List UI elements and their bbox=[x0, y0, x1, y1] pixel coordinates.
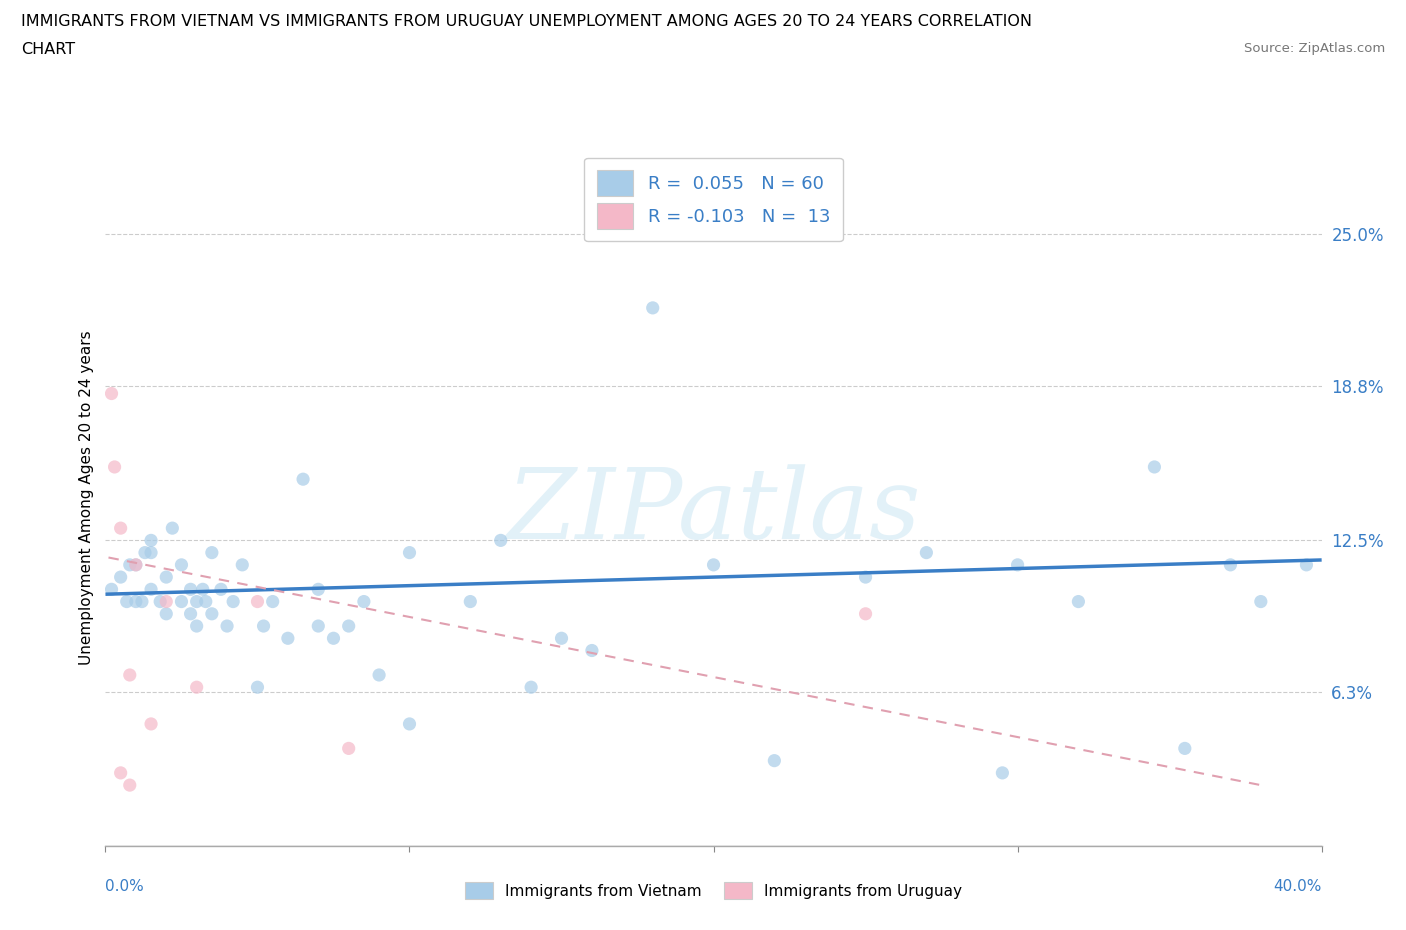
Point bbox=[110, 521, 132, 536]
Point bbox=[246, 680, 269, 695]
Point bbox=[100, 386, 122, 401]
Point bbox=[118, 668, 141, 683]
Point bbox=[125, 557, 148, 572]
Point bbox=[125, 594, 148, 609]
Point bbox=[217, 618, 239, 633]
Point bbox=[322, 631, 344, 645]
Point bbox=[131, 594, 153, 609]
Point bbox=[110, 570, 132, 585]
Point bbox=[139, 545, 162, 560]
Point bbox=[110, 765, 132, 780]
Text: IMMIGRANTS FROM VIETNAM VS IMMIGRANTS FROM URUGUAY UNEMPLOYMENT AMONG AGES 20 TO: IMMIGRANTS FROM VIETNAM VS IMMIGRANTS FR… bbox=[21, 14, 1032, 29]
Point bbox=[855, 570, 877, 585]
Point bbox=[855, 606, 877, 621]
Point bbox=[149, 594, 172, 609]
Point bbox=[170, 557, 193, 572]
Point bbox=[277, 631, 299, 645]
Point bbox=[115, 594, 138, 609]
Point bbox=[1007, 557, 1029, 572]
Point bbox=[139, 533, 162, 548]
Point bbox=[398, 716, 420, 731]
Text: ZIPatlas: ZIPatlas bbox=[506, 464, 921, 559]
Point bbox=[246, 594, 269, 609]
Point bbox=[180, 606, 202, 621]
Point bbox=[641, 300, 664, 315]
Point bbox=[155, 606, 177, 621]
Point bbox=[763, 753, 786, 768]
Point bbox=[155, 594, 177, 609]
Text: Source: ZipAtlas.com: Source: ZipAtlas.com bbox=[1244, 42, 1385, 55]
Point bbox=[337, 741, 360, 756]
Point bbox=[222, 594, 245, 609]
Point bbox=[155, 570, 177, 585]
Point bbox=[1067, 594, 1090, 609]
Point bbox=[1143, 459, 1166, 474]
Point bbox=[201, 545, 224, 560]
Point bbox=[125, 557, 148, 572]
Point bbox=[134, 545, 156, 560]
Point bbox=[307, 582, 329, 597]
Point bbox=[368, 668, 391, 683]
Point bbox=[353, 594, 375, 609]
Text: 0.0%: 0.0% bbox=[105, 879, 145, 894]
Point bbox=[292, 472, 315, 486]
Point bbox=[103, 459, 125, 474]
Point bbox=[100, 582, 122, 597]
Point bbox=[458, 594, 481, 609]
Point bbox=[162, 521, 184, 536]
Point bbox=[180, 582, 202, 597]
Point bbox=[307, 618, 329, 633]
Point bbox=[209, 582, 232, 597]
Point bbox=[118, 557, 141, 572]
Point bbox=[118, 777, 141, 792]
Point bbox=[520, 680, 543, 695]
Point bbox=[398, 545, 420, 560]
Point bbox=[186, 680, 208, 695]
Point bbox=[139, 716, 162, 731]
Point bbox=[186, 594, 208, 609]
Point bbox=[194, 594, 217, 609]
Point bbox=[186, 618, 208, 633]
Text: CHART: CHART bbox=[21, 42, 75, 57]
Point bbox=[191, 582, 214, 597]
Point bbox=[252, 618, 274, 633]
Point bbox=[262, 594, 284, 609]
Point bbox=[581, 643, 603, 658]
Y-axis label: Unemployment Among Ages 20 to 24 years: Unemployment Among Ages 20 to 24 years bbox=[79, 330, 94, 665]
Point bbox=[1219, 557, 1241, 572]
Text: 40.0%: 40.0% bbox=[1274, 879, 1322, 894]
Point bbox=[337, 618, 360, 633]
Point bbox=[231, 557, 253, 572]
Legend: R =  0.055   N = 60, R = -0.103   N =  13: R = 0.055 N = 60, R = -0.103 N = 13 bbox=[585, 158, 842, 242]
Point bbox=[489, 533, 512, 548]
Point bbox=[702, 557, 725, 572]
Point bbox=[139, 582, 162, 597]
Point bbox=[201, 606, 224, 621]
Point bbox=[991, 765, 1014, 780]
Point bbox=[1250, 594, 1272, 609]
Point bbox=[1295, 557, 1317, 572]
Point bbox=[550, 631, 572, 645]
Point bbox=[915, 545, 938, 560]
Point bbox=[170, 594, 193, 609]
Point bbox=[1174, 741, 1197, 756]
